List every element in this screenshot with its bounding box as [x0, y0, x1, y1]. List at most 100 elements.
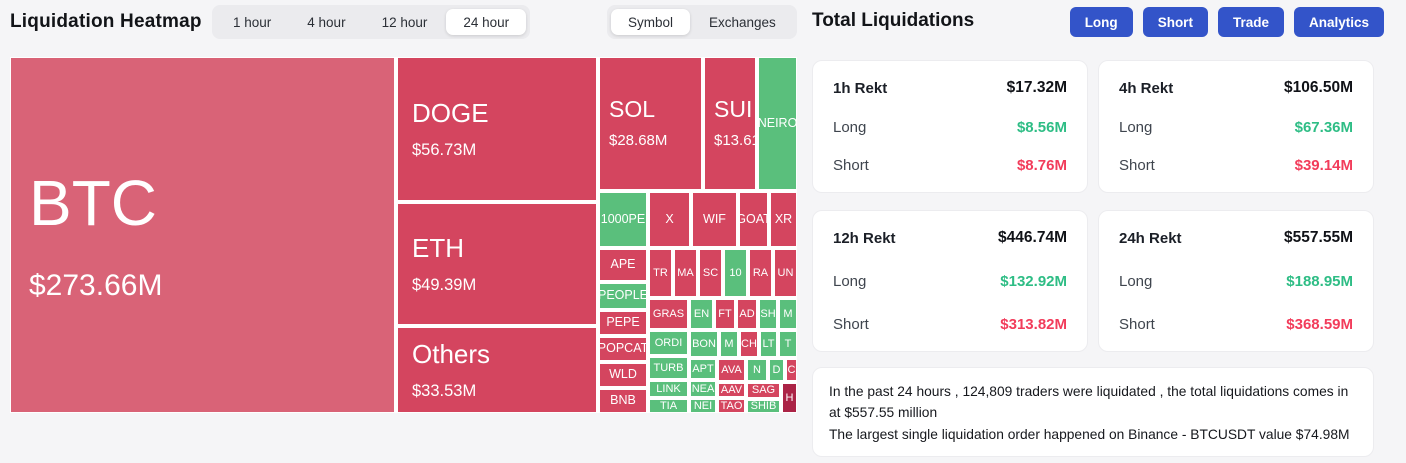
time-tab-4-hour[interactable]: 4 hour [290, 9, 362, 35]
analytics-button[interactable]: Analytics [1293, 7, 1384, 37]
tile-value: $33.53M [412, 382, 477, 401]
card-row: 24h Rekt $557.55M [1119, 229, 1353, 247]
treemap-tile-en[interactable]: EN [690, 299, 713, 329]
treemap-tile-doge[interactable]: DOGE $56.73M [397, 57, 597, 201]
tile-symbol: FT [718, 307, 732, 320]
rekt-card-24h-rekt: 24h Rekt $557.55M Long $188.95M Short $368.59… [1098, 210, 1374, 352]
treemap-tile-t[interactable]: T [779, 331, 797, 357]
tile-symbol: N [753, 363, 761, 376]
treemap-tile-c[interactable]: C [786, 359, 797, 381]
long-value: $132.92M [1000, 273, 1067, 290]
long-value: $8.56M [1016, 118, 1067, 136]
treemap-tile-bnb[interactable]: BNB [599, 389, 647, 413]
treemap-tile-people[interactable]: PEOPLE [599, 283, 647, 309]
treemap-tile-lt[interactable]: LT [760, 331, 777, 357]
time-tab-1-hour[interactable]: 1 hour [216, 9, 288, 35]
treemap-tile-ma[interactable]: MA [674, 249, 697, 297]
treemap-tile-x[interactable]: X [649, 192, 690, 247]
time-tab-24-hour[interactable]: 24 hour [446, 9, 527, 35]
tile-value: $13.61M [714, 132, 755, 150]
card-total-value: $446.74M [998, 229, 1067, 246]
treemap-tile-m[interactable]: M [779, 299, 797, 329]
treemap-tile-shib[interactable]: SHIB [747, 400, 780, 413]
card-row: Long $8.56M [833, 119, 1067, 136]
card-title: 24h Rekt [1119, 229, 1182, 247]
treemap-tile-wif[interactable]: WIF [692, 192, 737, 247]
treemap-tile-popcat[interactable]: POPCAT [599, 337, 647, 361]
treemap-tile-btc[interactable]: BTC $273.66M [10, 57, 395, 413]
card-total-value: $106.50M [1284, 79, 1353, 96]
treemap-tile-goat[interactable]: GOAT [739, 192, 768, 247]
treemap-tile-1000pe[interactable]: 1000PE [599, 192, 647, 247]
tile-symbol: LINK [656, 382, 681, 395]
trade-button[interactable]: Trade [1217, 7, 1284, 37]
treemap-tile-xr[interactable]: XR [770, 192, 797, 247]
view-tab-symbol[interactable]: Symbol [611, 9, 691, 35]
rekt-card-1h-rekt: 1h Rekt $17.32M Long $8.56M Short $8.76M [812, 60, 1088, 193]
card-row: Long $132.92M [833, 273, 1067, 290]
treemap-tile-tao[interactable]: TAO [718, 399, 745, 413]
treemap-tile-ape[interactable]: APE [599, 249, 647, 281]
short-label: Short [833, 157, 869, 174]
tile-value: $273.66M [29, 268, 163, 302]
short-label: Short [833, 316, 869, 333]
rekt-card-12h-rekt: 12h Rekt $446.74M Long $132.92M Short $313.82… [812, 210, 1088, 352]
treemap-tile-ra[interactable]: RA [749, 249, 772, 297]
treemap-tile-un[interactable]: UN [774, 249, 797, 297]
treemap-tile-wld[interactable]: WLD [599, 363, 647, 387]
tile-symbol: NEIRO [758, 115, 797, 130]
tile-symbol: C [787, 363, 796, 376]
treemap-tile-bon[interactable]: BON [690, 331, 718, 357]
treemap-tile-m[interactable]: M [720, 331, 738, 357]
treemap-tile-ordi[interactable]: ORDI [649, 331, 688, 355]
tile-symbol: 10 [729, 266, 742, 279]
treemap-tile-turb[interactable]: TURB [649, 357, 688, 379]
treemap-tile-aav[interactable]: AAV [718, 383, 745, 397]
long-button[interactable]: Long [1069, 7, 1133, 37]
treemap-tile-tr[interactable]: TR [649, 249, 672, 297]
short-value: $8.76M [1016, 157, 1067, 174]
treemap-tile-sag[interactable]: SAG [747, 383, 780, 398]
treemap-tile-ad[interactable]: AD [737, 299, 757, 329]
summary-box: In the past 24 hours , 124,809 traders w… [812, 367, 1374, 457]
tile-symbol: NEA [691, 382, 715, 395]
tile-symbol: LT [762, 337, 775, 350]
time-tab-12-hour[interactable]: 12 hour [365, 9, 445, 35]
treemap-tile-ch[interactable]: CH [740, 331, 758, 357]
tile-symbol: APE [610, 257, 636, 272]
treemap-tile-gras[interactable]: GRAS [649, 299, 688, 329]
treemap-tile-d[interactable]: D [769, 359, 784, 381]
treemap-tile-n[interactable]: N [747, 359, 767, 381]
summary-line-2: The largest single liquidation order hap… [829, 426, 1350, 442]
treemap-tile-tia[interactable]: TIA [649, 399, 688, 413]
treemap-tile-nei[interactable]: NEI [690, 399, 716, 413]
card-title: 12h Rekt [833, 229, 896, 247]
treemap-tile-ft[interactable]: FT [715, 299, 735, 329]
tile-symbol: WLD [609, 367, 637, 382]
tile-symbol: BNB [610, 393, 636, 408]
treemap-tile-others[interactable]: Others $33.53M [397, 327, 597, 413]
treemap-tile-sh[interactable]: SH [759, 299, 777, 329]
treemap-tile-pepe[interactable]: PEPE [599, 311, 647, 335]
treemap-tile-neiro[interactable]: NEIRO [758, 57, 797, 190]
treemap-tile-sui[interactable]: SUI $13.61M [704, 57, 756, 190]
treemap-tile-apt[interactable]: APT [690, 359, 716, 379]
tile-symbol: SHIB [750, 400, 777, 413]
treemap-tile-10[interactable]: 10 [724, 249, 747, 297]
treemap-tile-h[interactable]: H [782, 383, 797, 413]
card-row: Short $8.76M [833, 157, 1067, 174]
tile-symbol: AAV [720, 383, 743, 396]
treemap-tile-nea[interactable]: NEA [690, 381, 716, 397]
tile-symbol: M [783, 307, 793, 320]
tile-value: $56.73M [412, 141, 477, 160]
treemap-tile-ava[interactable]: AVA [718, 359, 745, 381]
treemap-tile-link[interactable]: LINK [649, 381, 688, 397]
tile-symbol: ORDI [654, 336, 683, 349]
view-tab-exchanges[interactable]: Exchanges [692, 9, 793, 35]
treemap-tile-eth[interactable]: ETH $49.39M [397, 203, 597, 325]
long-value: $188.95M [1286, 273, 1353, 290]
long-value: $67.36M [1294, 118, 1353, 136]
treemap-tile-sol[interactable]: SOL $28.68M [599, 57, 702, 190]
short-button[interactable]: Short [1142, 7, 1208, 37]
treemap-tile-sc[interactable]: SC [699, 249, 722, 297]
